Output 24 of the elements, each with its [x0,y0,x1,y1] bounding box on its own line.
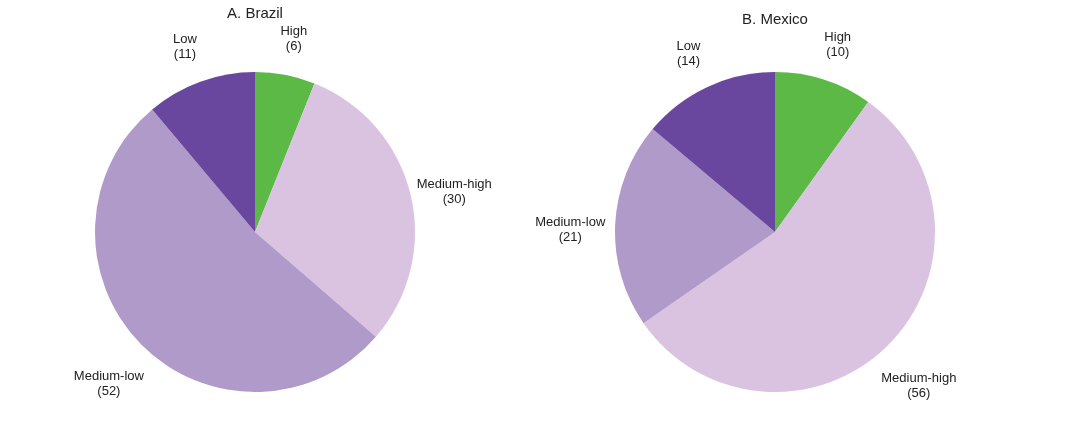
pie-slice [775,72,869,232]
pie-slice [615,128,775,324]
pie-slice [652,72,775,232]
data-label: (11) [173,46,196,62]
chart-title: A. Brazil [227,3,283,21]
slice-label: Medium-high [416,175,492,191]
slice-label: Medium-low [73,367,145,383]
slice-label: Low [172,31,198,47]
data-label: (52) [97,382,121,398]
data-label: (10) [826,43,850,59]
chart-title: B. Mexico [742,9,808,27]
data-label: (56) [907,385,931,401]
data-label: (14) [676,53,701,69]
slice-label: Medium-low [535,214,606,230]
pie-slice [255,83,415,337]
slice-label: High [824,28,852,44]
pie-slice [255,72,315,232]
data-label: (6) [285,37,302,53]
data-label: (21) [558,229,582,245]
slice-label: Low [676,38,702,54]
pie-slice [152,72,255,232]
data-label: (30) [442,190,466,206]
slice-label: Medium-high [881,370,957,386]
slice-label: High [280,22,308,38]
